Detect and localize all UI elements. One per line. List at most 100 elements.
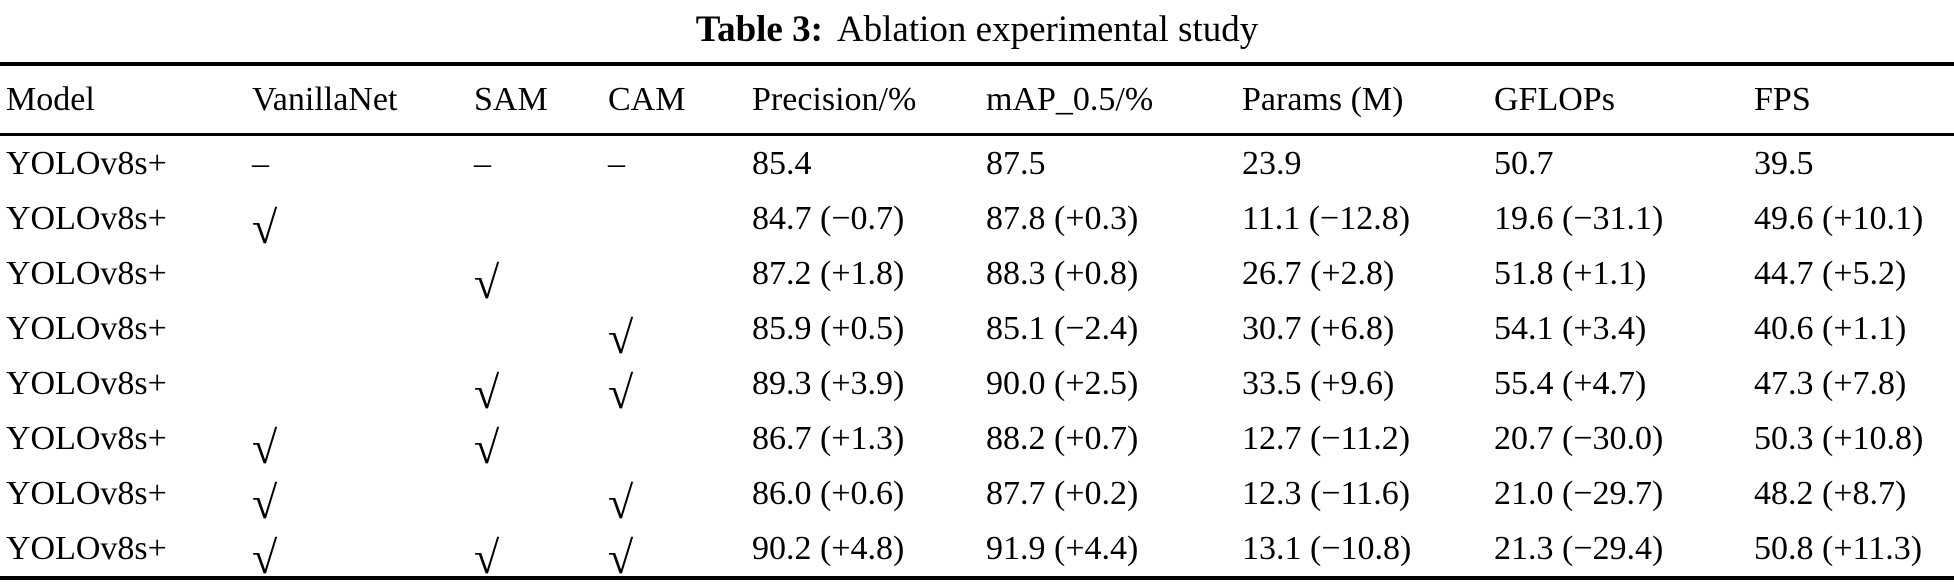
cell-value: 23.9	[1242, 144, 1302, 182]
cell-model: YOLOv8s+	[0, 199, 252, 237]
cell-value: 85.1 (−2.4)	[986, 309, 1139, 347]
cell-value: 88.2 (+0.7)	[986, 419, 1139, 457]
cell-value: 51.8 (+1.1)	[1494, 254, 1647, 292]
cell-value: 85.4	[752, 144, 812, 182]
cell-value: 54.1 (+3.4)	[1494, 309, 1647, 347]
cell-value: YOLOv8s+	[6, 254, 167, 292]
cell-gflops: 50.7	[1494, 146, 1754, 181]
cell-gflops: 55.4 (+4.7)	[1494, 366, 1754, 401]
cell-value: YOLOv8s+	[6, 364, 167, 402]
cell-value: 12.3 (−11.6)	[1242, 474, 1411, 512]
cell-value: 90.2 (+4.8)	[752, 529, 905, 567]
cell-value: 49.6 (+10.1)	[1754, 199, 1924, 237]
checkmark-icon: √	[608, 476, 634, 528]
column-header-sam: SAM	[474, 80, 548, 118]
cell-params-m: 13.1 (−10.8)	[1242, 529, 1494, 567]
table-row: YOLOv8s+ √ 85.9 (+0.5) 85.1 (−2.4) 30.7 (+6.…	[0, 301, 1954, 360]
checkmark-icon: √	[608, 531, 634, 583]
checkmark-icon: √	[474, 531, 500, 583]
cell-fps: 40.6 (+1.1)	[1754, 309, 1948, 347]
cell-value: 19.6 (−31.1)	[1494, 199, 1664, 237]
cell-params-m: 11.1 (−12.8)	[1242, 201, 1494, 236]
cell-value: 86.0 (+0.6)	[752, 474, 905, 512]
cell-cam: √	[608, 526, 752, 580]
cell-value: 40.6 (+1.1)	[1754, 309, 1907, 347]
cell-value: 47.3 (+7.8)	[1754, 364, 1907, 402]
cell-precision-pct: 86.7 (+1.3)	[752, 421, 986, 456]
cell-fps: 44.7 (+5.2)	[1754, 256, 1948, 291]
cell-fps: 50.8 (+11.3)	[1754, 529, 1948, 567]
dash-mark: –	[252, 144, 269, 182]
cell-sam: √	[474, 526, 608, 580]
cell-cam: √	[608, 471, 752, 525]
table-caption: Table 3: Ablation experimental study	[0, 0, 1954, 62]
cell-value: YOLOv8s+	[6, 419, 167, 457]
cell-vanillanet: √	[252, 416, 474, 470]
table-header-rule	[0, 133, 1954, 136]
cell-value: 33.5 (+9.6)	[1242, 364, 1395, 402]
cell-params-m: 23.9	[1242, 144, 1494, 182]
column-header-map-0-5-pct: mAP_0.5/%	[986, 80, 1154, 118]
checkmark-icon: √	[252, 421, 278, 473]
cell-map-0-5-pct: 90.0 (+2.5)	[986, 366, 1242, 401]
cell-value: 39.5	[1754, 144, 1814, 182]
checkmark-icon: √	[252, 531, 278, 583]
column-header-cam: CAM	[608, 80, 686, 118]
cell-params-m: 33.5 (+9.6)	[1242, 364, 1494, 402]
column-header-fps: FPS	[1754, 80, 1811, 118]
cell-value: 20.7 (−30.0)	[1494, 419, 1664, 457]
cell-value: 21.0 (−29.7)	[1494, 474, 1664, 512]
checkmark-icon: √	[252, 201, 278, 253]
cell-sam: √	[474, 361, 608, 415]
cell-precision-pct: 85.4	[752, 144, 986, 182]
cell-precision-pct: 85.9 (+0.5)	[752, 311, 986, 346]
table-row: YOLOv8s+ – – – 85.4 87.5 23.9 50.7 39.5	[0, 136, 1954, 191]
dash-mark: –	[608, 144, 625, 182]
cell-value: YOLOv8s+	[6, 309, 167, 347]
cell-value: 30.7 (+6.8)	[1242, 309, 1395, 347]
cell-model: YOLOv8s+	[0, 474, 252, 512]
cell-value: 13.1 (−10.8)	[1242, 529, 1412, 567]
cell-fps: 48.2 (+8.7)	[1754, 476, 1948, 511]
table-header-row: Model VanillaNet SAM CAM Precision/% mAP_0.5/…	[0, 66, 1954, 133]
cell-gflops: 21.3 (−29.4)	[1494, 531, 1754, 566]
cell-fps: 39.5	[1754, 144, 1948, 182]
cell-vanillanet: √	[252, 526, 474, 580]
cell-gflops: 54.1 (+3.4)	[1494, 309, 1754, 347]
cell-fps: 50.3 (+10.8)	[1754, 419, 1948, 457]
cell-model: YOLOv8s+	[0, 364, 252, 402]
table-top-rule	[0, 62, 1954, 66]
cell-precision-pct: 90.2 (+4.8)	[752, 529, 986, 567]
cell-value: 87.7 (+0.2)	[986, 474, 1139, 512]
table-body: YOLOv8s+ – – – 85.4 87.5 23.9 50.7 39.5 YOLOv8s+ √…	[0, 136, 1954, 580]
cell-value: 91.9 (+4.4)	[986, 529, 1139, 567]
cell-gflops: 20.7 (−30.0)	[1494, 419, 1754, 457]
table-row: YOLOv8s+ √ √ 89.3 (+3.9) 90.0 (+2.5) 33.5 (+9…	[0, 356, 1954, 415]
cell-model: YOLOv8s+	[0, 309, 252, 347]
cell-map-0-5-pct: 85.1 (−2.4)	[986, 309, 1242, 347]
cell-precision-pct: 87.2 (+1.8)	[752, 256, 986, 291]
cell-fps: 49.6 (+10.1)	[1754, 199, 1948, 237]
cell-precision-pct: 89.3 (+3.9)	[752, 364, 986, 402]
column-header-precision-pct: Precision/%	[752, 80, 917, 118]
cell-map-0-5-pct: 87.8 (+0.3)	[986, 199, 1242, 237]
cell-vanillanet: √	[252, 471, 474, 525]
cell-value: YOLOv8s+	[6, 199, 167, 237]
cell-value: 87.8 (+0.3)	[986, 199, 1139, 237]
checkmark-icon: √	[252, 476, 278, 528]
cell-model: YOLOv8s+	[0, 254, 252, 292]
checkmark-icon: √	[608, 311, 634, 363]
cell-sam: √	[474, 416, 608, 470]
table-row: YOLOv8s+ √ √ 86.7 (+1.3) 88.2 (+0.7) 12.7 (−1…	[0, 411, 1954, 470]
table-row: YOLOv8s+ √ √ 86.0 (+0.6) 87.7 (+0.2) 12.3 (−1…	[0, 466, 1954, 525]
cell-value: 50.3 (+10.8)	[1754, 419, 1924, 457]
cell-model: YOLOv8s+	[0, 531, 252, 566]
cell-value: 26.7 (+2.8)	[1242, 254, 1395, 292]
cell-value: 50.8 (+11.3)	[1754, 529, 1923, 567]
cell-value: YOLOv8s+	[6, 474, 167, 512]
table-caption-text: Ablation experimental study	[836, 9, 1259, 50]
table-caption-label: Table 3:	[695, 9, 823, 50]
cell-value: 89.3 (+3.9)	[752, 364, 905, 402]
dash-mark: –	[474, 144, 491, 182]
